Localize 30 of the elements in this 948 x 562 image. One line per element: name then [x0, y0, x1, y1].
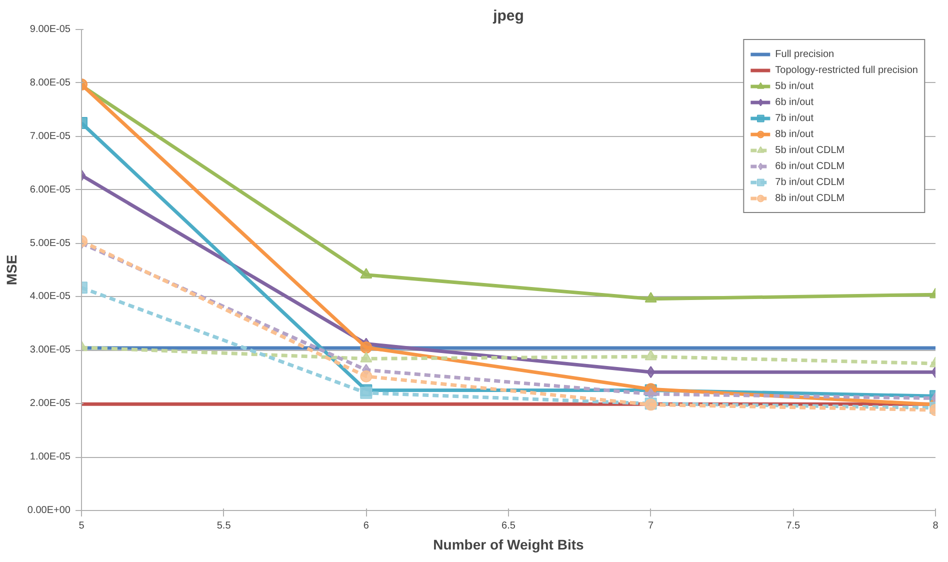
legend-label: Topology-restricted full precision	[775, 64, 918, 78]
legend-label: 7b in/out CDLM	[775, 176, 845, 190]
y-tick-label: 9.00E-05	[30, 24, 71, 35]
y-axis-title: MSE	[3, 254, 20, 286]
legend-label: 6b in/out	[775, 96, 814, 110]
legend-label: 7b in/out	[775, 112, 814, 126]
y-tick-label: 0.00E+00	[27, 505, 71, 516]
legend-label: 5b in/out	[775, 80, 814, 94]
legend-label: 8b in/out CDLM	[775, 192, 845, 206]
legend-label: 6b in/out CDLM	[775, 160, 845, 174]
x-tick-label: 6	[363, 520, 370, 532]
legend-label: Full precision	[775, 48, 834, 62]
y-tick-label: 4.00E-05	[30, 291, 71, 302]
legend-label: 5b in/out CDLM	[775, 144, 845, 158]
x-tick-label: 8	[932, 520, 939, 532]
x-tick-label: 7	[648, 520, 654, 532]
y-tick-label: 8.00E-05	[30, 77, 71, 88]
x-tick-label: 5	[78, 520, 85, 532]
y-tick-label: 3.00E-05	[30, 344, 71, 356]
legend-label: 8b in/out	[775, 128, 814, 142]
y-tick-label: 5.00E-05	[30, 238, 71, 249]
y-tick-label: 7.00E-05	[30, 130, 71, 142]
y-tick-label: 6.00E-05	[30, 184, 71, 196]
x-tick-label: 5.5	[216, 520, 232, 532]
x-tick-label: 7.5	[786, 520, 801, 532]
x-axis-title: Number of Weight Bits	[433, 536, 584, 552]
y-tick-label: 2.00E-05	[30, 398, 71, 410]
x-tick-label: 6.5	[502, 520, 516, 532]
chart-title: jpeg	[492, 8, 524, 24]
y-tick-label: 1.00E-05	[30, 452, 71, 463]
